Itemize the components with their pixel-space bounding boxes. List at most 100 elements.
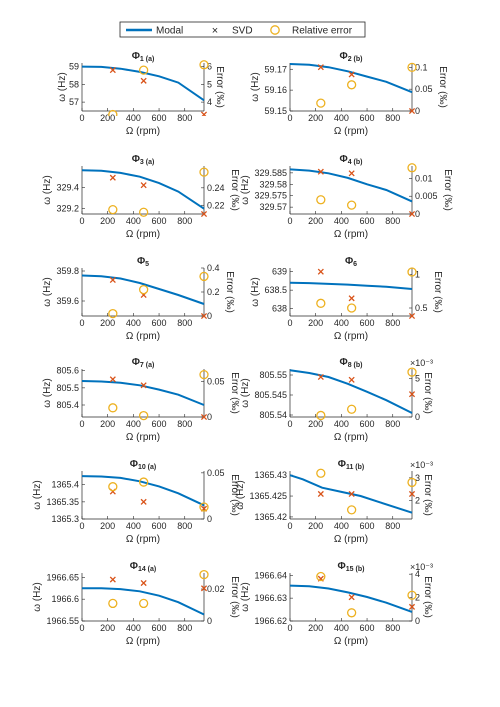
y-left-axis-label: ω (Hz) [42,277,53,306]
y-right-tick-label: 0.4 [207,263,220,273]
x-tick-label: 0 [79,216,84,226]
x-tick-label: 600 [152,113,167,123]
panel-title: Φ2 (b) [340,51,363,63]
y-left-tick-label: 805.54 [259,410,287,420]
y-right-tick-label: 4 [415,569,420,579]
y-right-axis-label: Error (‰) [422,576,433,618]
svd-point [348,170,355,177]
y-left-tick-label: 1365.35 [46,497,79,507]
x-axis-label: Ω (rpm) [126,432,160,443]
y-left-tick-label: 1365.43 [254,470,287,480]
x-tick-label: 600 [360,521,375,531]
x-tick-label: 200 [100,113,115,123]
relative-error-point [316,298,326,308]
x-axis-label: Ω (rpm) [334,432,368,443]
relative-error-point [138,284,149,295]
panel-title: Φ15 (b) [338,561,365,573]
panel-title-symbol: Φ [137,256,145,267]
relative-error-point [316,410,326,421]
panel-title-subscript: 5 [145,261,149,268]
y-left-axis-label: ω (Hz) [250,72,261,101]
modal-line [81,274,205,305]
panel-title-symbol: Φ [340,357,348,368]
x-tick-label: 0 [79,113,84,123]
x-tick-label: 600 [152,623,167,633]
svd-point [140,382,147,389]
y-left-tick-label: 1966.64 [254,570,287,580]
svd-point [109,276,116,284]
y-right-tick-label: 5 [415,373,420,383]
x-tick-label: 400 [126,521,141,531]
y-right-axis-label: Error (‰) [422,474,433,516]
svd-point [109,174,116,181]
svd-point [140,77,147,84]
relative-error-point [108,598,118,609]
y-right-axis-label: Error (‰) [224,271,235,313]
modal-line [82,587,205,616]
y-left-tick-label: 329.575 [254,191,287,201]
x-tick-label: 0 [287,623,292,633]
x-axis-label: Ω (rpm) [334,331,368,342]
x-axis-label: Ω (rpm) [334,534,368,545]
panel-title-subscript: 10 (a) [138,464,156,471]
y-right-tick-label: 0.1 [415,62,428,72]
relative-error-point [199,569,209,580]
y-left-tick-label: 58 [69,79,79,89]
relative-error-point [316,571,326,582]
modal-line [289,369,413,414]
y-right-tick-label: 2 [415,496,420,506]
x-tick-label: 200 [100,623,115,633]
y-right-tick-label: 5 [207,79,212,89]
relative-error-point [407,477,417,488]
relative-error-point [108,308,118,319]
relative-error-point [407,62,417,73]
x-axis-label: Ω (rpm) [334,636,368,647]
y-right-tick-label: 0.24 [207,183,225,193]
x-tick-label: 400 [334,521,349,531]
panel-8: 0 200 400 600 800 Ω (rpm) 805.54 805.545 805.55 ω… [240,357,433,443]
relative-error-point [407,367,417,377]
y-left-tick-label: 1365.42 [254,512,287,522]
x-tick-label: 200 [308,216,323,226]
y-right-tick-label: 0.02 [207,584,225,594]
y-right-axis-label: Error (‰) [442,169,453,211]
y-left-tick-label: 359.6 [56,296,79,306]
x-axis-label: Ω (rpm) [334,229,368,240]
right-axis-exponent: ×10⁻³ [410,460,433,470]
modal-line [81,380,205,406]
panel-title-subscript: 8 (b) [348,362,363,369]
legend-relerr-marker [270,25,280,35]
y-right-tick-label: 0.22 [207,200,225,210]
panel-title-subscript: 15 (b) [346,566,365,573]
x-tick-label: 400 [126,623,141,633]
panel-title-subscript: 1 (a) [140,56,154,63]
legend-box [119,21,366,38]
relative-error-point [199,60,209,70]
svd-point [348,71,355,78]
relative-error-point [407,163,417,173]
y-right-tick-label: 0 [207,311,212,321]
panel-title: Φ6 [345,256,357,268]
panel-1: 0 200 400 600 800 Ω (rpm) 57 58 59ω (Hz) 4 5 6 Error… [57,51,225,137]
x-axis-label: Ω (rpm) [334,126,368,137]
x-tick-label: 0 [287,521,292,531]
x-tick-label: 600 [360,419,375,429]
x-tick-label: 400 [334,216,349,226]
y-left-tick-label: 1966.63 [254,593,287,603]
relative-error-point [316,195,326,205]
x-tick-label: 0 [79,419,84,429]
panel-title: Φ7 (a) [132,357,155,369]
relative-error-point [407,267,417,277]
x-tick-label: 400 [334,318,349,328]
panel-title-symbol: Φ [340,51,348,62]
y-left-axis-label: ω (Hz) [42,378,53,407]
y-left-tick-label: 1365.3 [51,514,79,524]
y-left-axis-label: ω (Hz) [32,480,43,509]
panel-title-subscript: 14 (a) [138,566,156,573]
y-left-axis-label: ω (Hz) [32,582,43,611]
right-axis-exponent: ×10⁻³ [410,562,433,572]
y-right-tick-label: 0 [415,412,420,422]
x-tick-label: 0 [79,521,84,531]
y-left-tick-label: 805.545 [254,390,287,400]
x-tick-label: 400 [334,419,349,429]
